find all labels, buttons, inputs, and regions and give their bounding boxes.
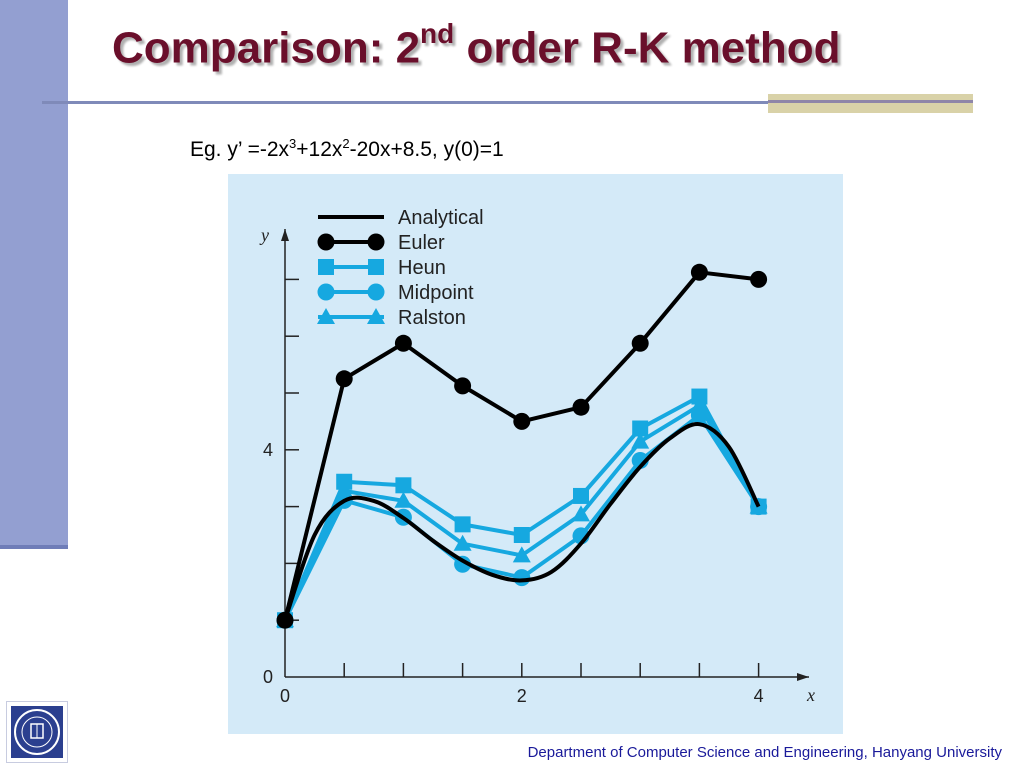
data-point-euler <box>572 398 590 416</box>
university-seal-icon <box>11 706 63 758</box>
legend-label-heun: Heun <box>398 257 446 279</box>
title-underline <box>42 101 972 104</box>
y-axis-arrow <box>281 229 289 241</box>
equation-exponent-3: 3 <box>289 136 297 151</box>
data-point-heun <box>336 473 353 490</box>
comparison-chart: 0 2 4 4 0 x y Analytical Euler Heun Midpoint Ralsto… <box>259 207 815 706</box>
data-point-ralston <box>453 534 472 551</box>
university-logo <box>6 701 68 763</box>
title-main: Comparison: 2 <box>112 23 421 73</box>
data-point-heun <box>691 388 708 405</box>
legend-label-euler: Euler <box>398 232 445 254</box>
data-point-euler <box>690 263 708 281</box>
legend-marker-euler <box>367 233 385 251</box>
x-tick-label: 2 <box>517 686 527 706</box>
title-accent-line <box>768 100 973 103</box>
equation-suffix: -20x+8.5, y(0)=1 <box>349 138 504 161</box>
data-point-heun <box>395 477 412 494</box>
title-rest: order R-K method <box>454 23 841 73</box>
left-sidebar-band <box>0 0 68 545</box>
legend-marker-ralston <box>367 308 385 324</box>
y-origin-label: 0 <box>263 667 273 687</box>
data-point-ralston <box>512 546 531 563</box>
x-tick-label: 0 <box>280 686 290 706</box>
left-sidebar-rule <box>0 545 68 549</box>
legend-marker-heun <box>318 259 334 275</box>
data-point-heun <box>573 487 589 504</box>
data-point-euler <box>513 412 531 430</box>
chart-panel: 0 2 4 4 0 x y Analytical Euler Heun Midpoint Ralsto… <box>228 174 843 734</box>
footer-department: Department of Computer Science and Engin… <box>527 744 1002 761</box>
series-line-euler <box>283 270 759 621</box>
series-line-analytical <box>283 422 761 621</box>
data-point-euler <box>276 611 294 629</box>
x-axis-label: x <box>806 685 815 705</box>
data-point-heun <box>513 527 530 543</box>
title-accent-block <box>768 94 973 113</box>
series-line-ralston <box>283 403 761 622</box>
y-axis-label: y <box>259 225 269 245</box>
data-point-ralston <box>572 505 590 522</box>
data-point-midpoint <box>690 406 708 424</box>
data-point-heun <box>454 516 471 533</box>
legend-marker-midpoint <box>317 283 335 301</box>
data-point-euler <box>394 334 412 352</box>
data-point-heun <box>632 420 649 437</box>
equation-exponent-2: 2 <box>342 136 350 151</box>
title-superscript: nd <box>420 18 455 49</box>
equation-middle: +12x <box>296 138 343 161</box>
slide-title: Comparison: 2nd order R-K method <box>112 18 841 74</box>
legend-marker-euler <box>317 233 335 251</box>
data-point-euler <box>335 370 353 388</box>
data-point-ralston <box>394 491 413 508</box>
data-point-euler <box>454 377 472 395</box>
x-tick-label: 4 <box>754 686 764 706</box>
example-equation: Eg. y’ =-2x3+12x2-20x+8.5, y(0)=1 <box>190 136 504 162</box>
legend-label-analytical: Analytical <box>398 207 484 229</box>
legend-marker-ralston <box>317 308 335 324</box>
legend-label-midpoint: Midpoint <box>398 282 474 304</box>
legend-label-ralston: Ralston <box>398 307 466 329</box>
data-point-midpoint <box>513 569 531 587</box>
data-point-ralston <box>631 432 650 449</box>
legend-marker-midpoint <box>367 283 385 301</box>
series-line-midpoint <box>283 413 761 622</box>
y-tick-label: 4 <box>263 440 273 460</box>
series-line-heun <box>283 394 761 621</box>
x-axis-arrow <box>797 673 809 681</box>
data-point-euler <box>750 270 768 288</box>
data-point-euler <box>631 334 649 352</box>
legend-marker-heun <box>368 259 384 275</box>
equation-prefix: Eg. y’ =-2x <box>190 138 290 161</box>
